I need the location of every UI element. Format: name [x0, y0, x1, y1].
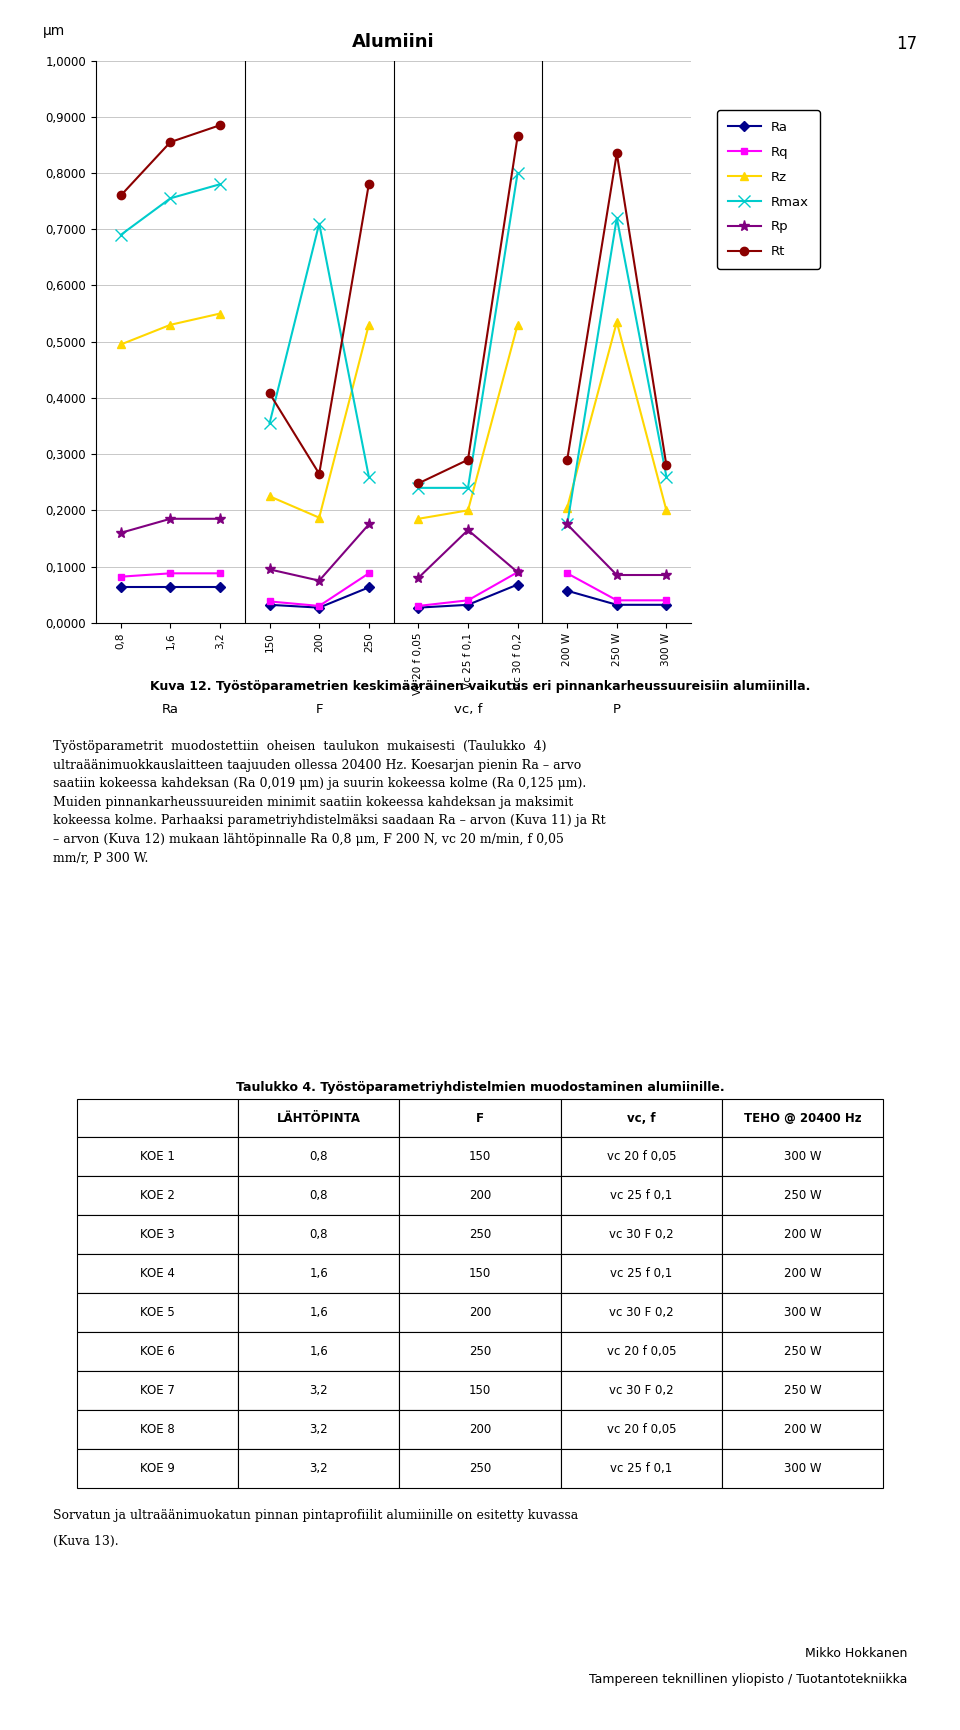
Rq	[214, 562, 226, 583]
Text: μm: μm	[42, 24, 64, 38]
Text: (Kuva 13).: (Kuva 13).	[53, 1535, 118, 1548]
Ra	[214, 578, 226, 599]
Rt	[164, 131, 176, 152]
Rz	[214, 303, 226, 324]
Rmax	[115, 225, 127, 246]
Line: Rp: Rp	[115, 514, 226, 538]
Text: Kuva 12. Työstöparametrien keskimääräinen vaikutus eri pinnankarheussuureisiin a: Kuva 12. Työstöparametrien keskimääräine…	[150, 680, 810, 694]
Line: Rt: Rt	[116, 121, 225, 199]
Rq	[115, 566, 127, 586]
Title: Alumiini: Alumiini	[352, 33, 435, 50]
Line: Rmax: Rmax	[115, 178, 226, 240]
Text: F: F	[316, 704, 323, 716]
Rz	[164, 315, 176, 336]
Rmax	[214, 173, 226, 194]
Line: Rz: Rz	[116, 310, 225, 349]
Text: Sorvatun ja ultraäänimuokatun pinnan pintaprofiilit alumiinille on esitetty kuva: Sorvatun ja ultraäänimuokatun pinnan pin…	[53, 1509, 578, 1522]
Text: Taulukko 4. Työstöparametriyhdistelmien muodostaminen alumiinille.: Taulukko 4. Työstöparametriyhdistelmien …	[236, 1081, 724, 1095]
Rq	[164, 562, 176, 583]
Legend: Ra, Rq, Rz, Rmax, Rp, Rt: Ra, Rq, Rz, Rmax, Rp, Rt	[717, 111, 820, 268]
Ra	[115, 578, 127, 599]
Rt	[115, 185, 127, 206]
Ra	[164, 578, 176, 599]
Rp	[164, 509, 176, 529]
Rt	[214, 114, 226, 135]
Rz	[115, 334, 127, 355]
Text: Työstöparametrit  muodostettiin  oheisen  taulukon  mukaisesti  (Taulukko  4)
ul: Työstöparametrit muodostettiin oheisen t…	[53, 740, 606, 865]
Rp	[115, 522, 127, 543]
Rp	[214, 509, 226, 529]
Rmax	[164, 189, 176, 209]
Text: Mikko Hokkanen: Mikko Hokkanen	[804, 1647, 907, 1661]
Text: vc, f: vc, f	[454, 704, 482, 716]
Line: Ra: Ra	[117, 585, 224, 592]
Text: Ra: Ra	[162, 704, 179, 716]
Text: Tampereen teknillinen yliopisto / Tuotantotekniikka: Tampereen teknillinen yliopisto / Tuotan…	[588, 1673, 907, 1687]
Line: Rq: Rq	[117, 569, 224, 580]
Text: P: P	[612, 704, 621, 716]
Text: 17: 17	[896, 35, 917, 52]
